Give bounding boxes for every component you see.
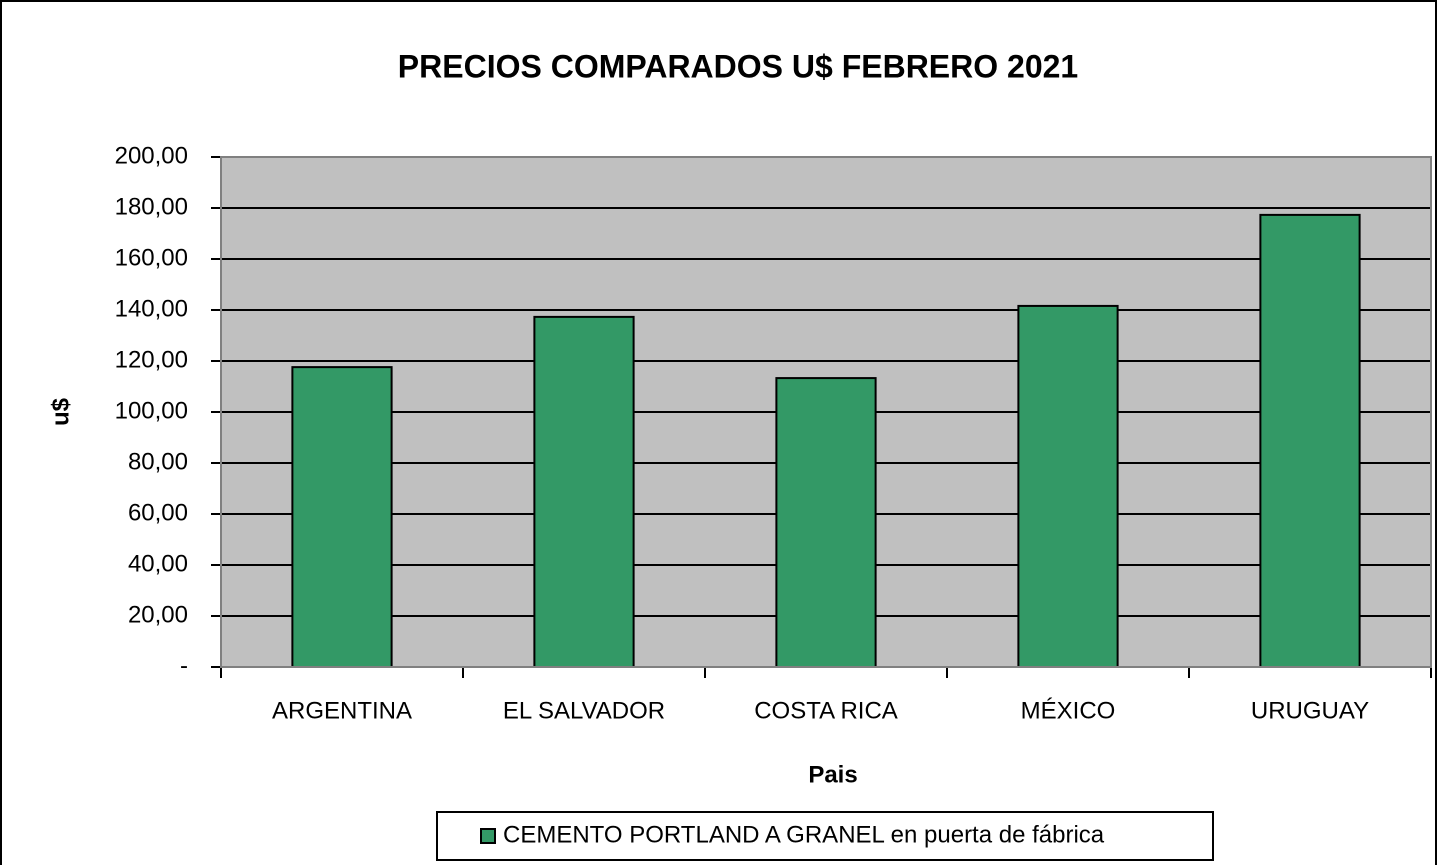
y-tick-label: 120,00	[115, 346, 188, 373]
x-tick-label: MÉXICO	[1021, 697, 1116, 724]
y-tick-label: 60,00	[128, 499, 188, 526]
y-tick-label: 40,00	[128, 550, 188, 577]
y-tick-label: 180,00	[115, 193, 188, 220]
y-tick-label: -	[180, 652, 188, 679]
x-tick-label: EL SALVADOR	[503, 697, 665, 724]
bar	[1259, 213, 1361, 668]
x-tick-label: URUGUAY	[1251, 697, 1369, 724]
y-axis-label: u$	[47, 397, 74, 426]
x-tick-label: COSTA RICA	[754, 697, 898, 724]
y-tick-label: 100,00	[115, 397, 188, 424]
y-tick-label: 140,00	[115, 295, 188, 322]
x-axis-label: Pais	[808, 761, 857, 788]
legend-swatch	[480, 828, 496, 844]
bar	[291, 366, 393, 668]
bar	[533, 315, 635, 668]
bar	[775, 377, 877, 668]
chart-title: PRECIOS COMPARADOS U$ FEBRERO 2021	[398, 48, 1078, 84]
y-tick-label: 80,00	[128, 448, 188, 475]
plot-border	[220, 156, 1432, 668]
legend	[436, 811, 1214, 861]
legend-label: CEMENTO PORTLAND A GRANEL en puerta de f…	[503, 821, 1105, 848]
y-tick-label: 160,00	[115, 244, 188, 271]
x-tick-label: ARGENTINA	[272, 697, 412, 724]
y-tick-label: 200,00	[115, 142, 188, 169]
bar	[1017, 304, 1119, 668]
y-tick-label: 20,00	[128, 601, 188, 628]
